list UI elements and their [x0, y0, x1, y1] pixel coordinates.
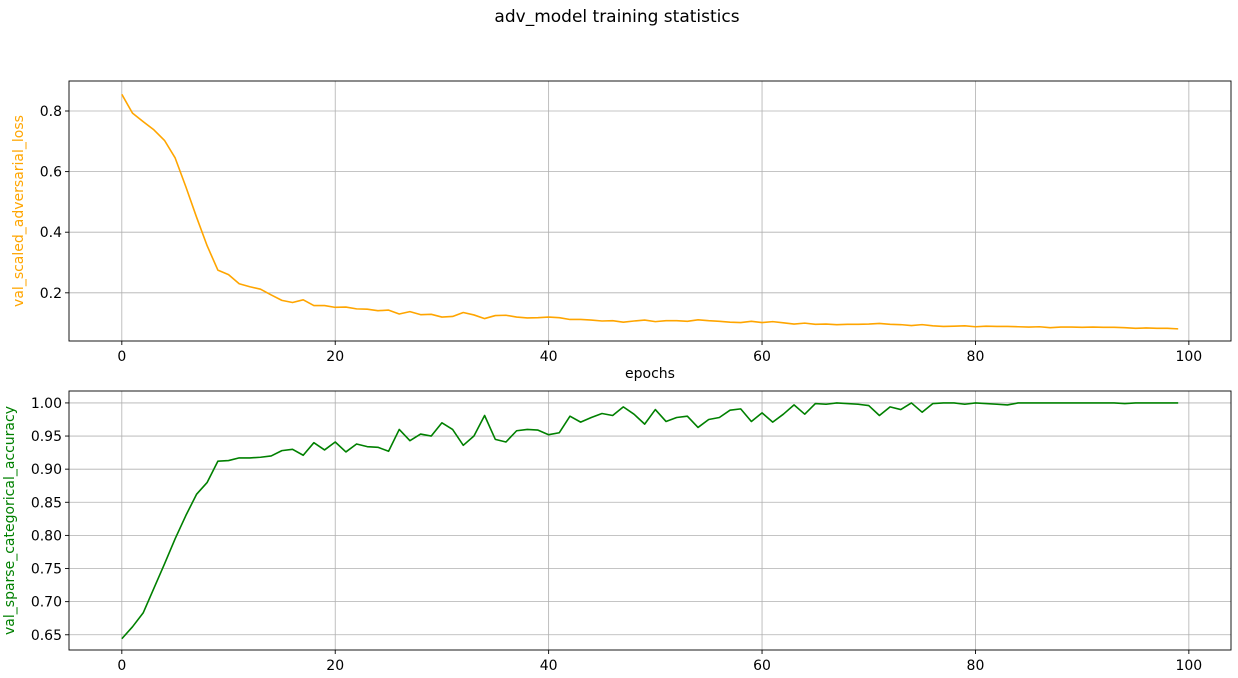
y-tick-label: 0.95	[31, 429, 62, 445]
x-tick-label: 60	[753, 658, 771, 674]
x-tick-label: 60	[753, 349, 771, 365]
y-tick-label: 0.4	[40, 225, 62, 241]
y-tick-label: 0.75	[31, 562, 62, 578]
y-axis-label: val_sparse_categorical_accuracy	[2, 406, 18, 635]
x-tick-label: 0	[117, 349, 126, 365]
y-tick-label: 0.90	[31, 462, 62, 478]
x-tick-label: 100	[1175, 349, 1202, 365]
x-tick-label: 40	[540, 349, 558, 365]
x-tick-label: 0	[117, 658, 126, 674]
x-tick-label: 80	[967, 658, 985, 674]
y-tick-label: 0.80	[31, 528, 62, 544]
y-tick-label: 0.70	[31, 595, 62, 611]
figure-title: adv_model training statistics	[494, 7, 739, 27]
x-tick-label: 40	[540, 658, 558, 674]
y-tick-label: 0.65	[31, 628, 62, 644]
y-tick-label: 0.6	[40, 165, 62, 181]
series-line-1	[121, 93, 1179, 330]
y-tick-label: 0.2	[40, 286, 62, 302]
series-line-1	[121, 402, 1179, 640]
y-axis-label: val_scaled_adversarial_loss	[11, 115, 27, 307]
chart-panels: 0 20 40 60 80 100 0.2 0.4 0.6 0.8 epochs val_scaled…	[2, 80, 1232, 674]
x-tick-label: 20	[326, 349, 344, 365]
x-tick-label: 100	[1175, 658, 1202, 674]
y-tick-label: 0.85	[31, 495, 62, 511]
y-tick-label: 1.00	[31, 396, 62, 412]
axes-frame	[68, 80, 1232, 342]
chart-panel-1: 0 20 40 60 80 100 0.2 0.4 0.6 0.8 epochs val_scaled…	[11, 80, 1232, 382]
x-tick-label: 20	[326, 658, 344, 674]
x-tick-label: 80	[967, 349, 985, 365]
axes-frame	[68, 390, 1232, 651]
chart-panel-2: 0 20 40 60 80 100 0.65 0.70 0.75 0.80 0.85 0.90 0.95…	[2, 390, 1232, 674]
y-tick-label: 0.8	[40, 104, 62, 120]
x-axis-label: epochs	[625, 366, 675, 382]
